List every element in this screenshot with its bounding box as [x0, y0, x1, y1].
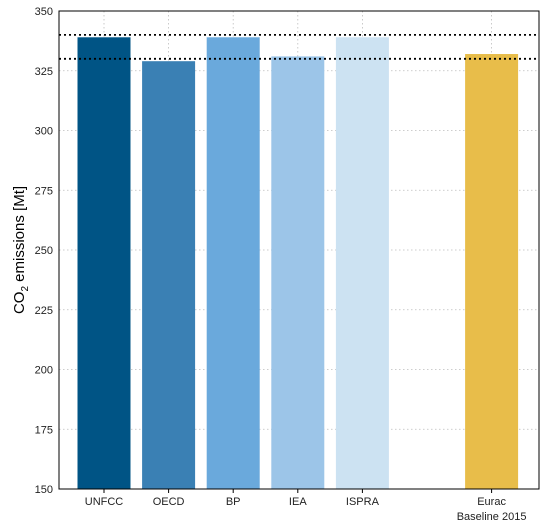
y-tick-label: 175	[35, 424, 53, 436]
bar	[335, 37, 389, 489]
y-tick-label: 225	[35, 305, 53, 317]
bar	[465, 54, 519, 490]
y-tick-label: 275	[35, 185, 53, 197]
y-tick-label: 250	[35, 245, 53, 257]
y-axis-label-prefix: CO	[11, 292, 28, 315]
bar	[206, 37, 260, 489]
x-tick-label-line: Baseline 2015	[457, 511, 527, 523]
x-tick-label: ISPRA	[346, 496, 380, 508]
y-axis-label: CO2 emissions [Mt]	[11, 186, 31, 314]
plot-frame	[58, 10, 540, 490]
x-tick-labels: UNFCC OECD BP IEA ISPRA Eurac Baseline 2015	[85, 489, 527, 523]
x-tick-label-line: UNFCC	[85, 496, 124, 508]
reference-lines-layer	[59, 34, 539, 60]
y-tick-label: 325	[35, 66, 53, 78]
y-axis-label-subscript: 2	[20, 286, 31, 292]
bar	[142, 61, 196, 489]
x-tick-label: OECD	[153, 496, 185, 508]
x-tick-label-line: BP	[226, 496, 241, 508]
bar-layer	[77, 37, 519, 490]
bar	[77, 37, 131, 489]
y-tick-labels: 150 175 200 225 250 275 300 325 350	[35, 6, 53, 496]
x-tick-label-line: IEA	[289, 496, 307, 508]
x-tick-label-line: ISPRA	[346, 496, 380, 508]
y-tick-label: 350	[35, 6, 53, 18]
x-tick-label: IEA	[289, 496, 307, 508]
y-axis-label-suffix: emissions [Mt]	[11, 186, 28, 286]
y-tick-label: 200	[35, 365, 53, 377]
x-tick-label: BP	[226, 496, 241, 508]
y-tick-label: 300	[35, 126, 53, 138]
x-tick-label-line: OECD	[153, 496, 185, 508]
x-tick-label: UNFCC	[85, 496, 124, 508]
x-tick-label: Eurac Baseline 2015	[457, 496, 527, 523]
y-tick-label: 150	[35, 484, 53, 496]
bar	[271, 56, 325, 489]
x-tick-label-line: Eurac	[477, 496, 506, 508]
